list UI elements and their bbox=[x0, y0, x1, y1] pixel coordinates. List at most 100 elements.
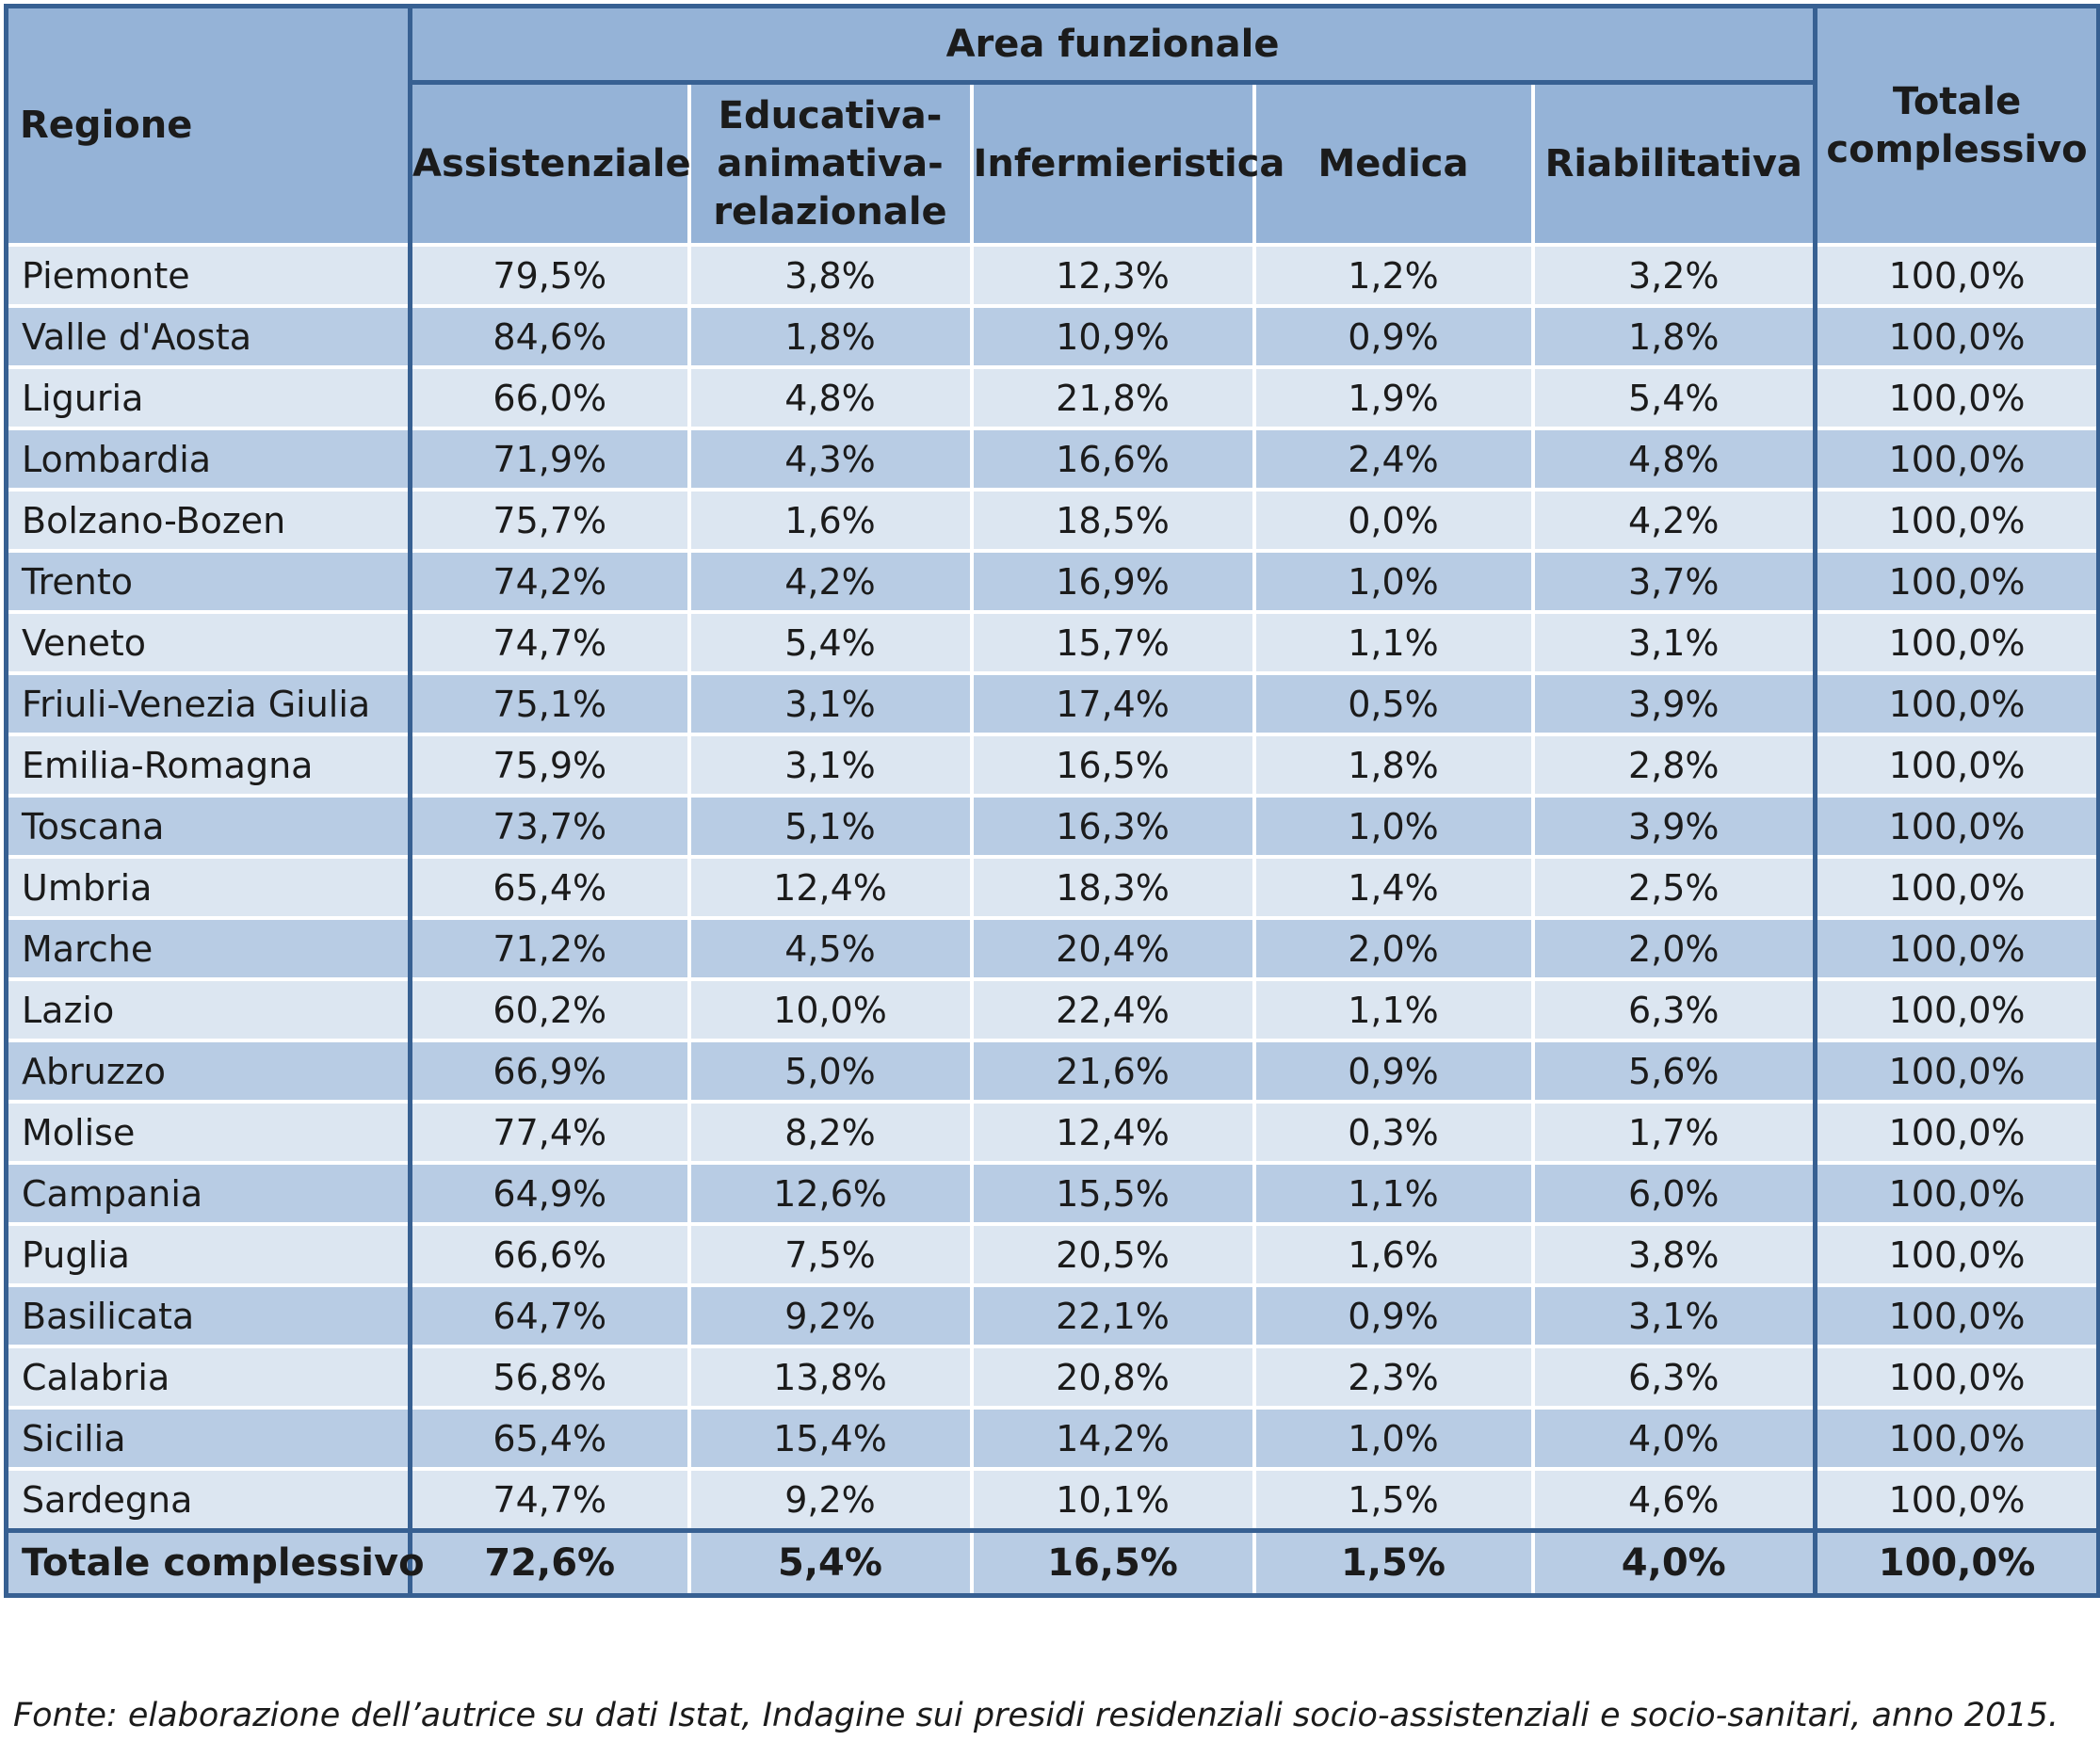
value-cell: 100,0% bbox=[1813, 549, 2100, 614]
value-cell: 5,6% bbox=[1530, 1039, 1818, 1104]
value-cell: 16,6% bbox=[969, 427, 1256, 492]
source-note: Fonte: elaborazione dell’autrice su dati… bbox=[13, 1697, 2059, 1734]
value-cell: 1,6% bbox=[687, 488, 974, 553]
value-cell: 71,2% bbox=[408, 916, 691, 981]
value-cell: 100,0% bbox=[1813, 1161, 2100, 1226]
value-cell: 4,2% bbox=[687, 549, 974, 614]
value-cell: 100,0% bbox=[1813, 671, 2100, 736]
value-cell: 3,1% bbox=[687, 733, 974, 798]
value-cell: 100,0% bbox=[1813, 733, 2100, 798]
value-cell: 3,1% bbox=[1530, 610, 1818, 675]
value-cell: 22,4% bbox=[969, 977, 1256, 1042]
total-cell: 100,0% bbox=[1813, 1528, 2100, 1598]
table-row: Lombardia 71,9% 4,3% 16,6% 2,4% 4,8% 100,0% bbox=[4, 427, 2100, 492]
value-cell: 4,5% bbox=[687, 916, 974, 981]
region-cell: Campania bbox=[4, 1161, 412, 1226]
value-cell: 10,9% bbox=[969, 304, 1256, 369]
region-cell: Sicilia bbox=[4, 1406, 412, 1471]
region-cell: Piemonte bbox=[4, 243, 412, 308]
value-cell: 2,0% bbox=[1530, 916, 1818, 981]
table-container: Regione Area funzionale Totale complessi… bbox=[4, 4, 2100, 1598]
value-cell: 18,5% bbox=[969, 488, 1256, 553]
table-row: Piemonte 79,5% 3,8% 12,3% 1,2% 3,2% 100,0% bbox=[4, 243, 2100, 308]
header-row-top: Regione Area funzionale Totale complessi… bbox=[4, 4, 2100, 247]
header-infermieristica: Infermieristica bbox=[969, 80, 1284, 247]
value-cell: 16,5% bbox=[969, 733, 1256, 798]
value-cell: 64,9% bbox=[408, 1161, 691, 1226]
value-cell: 75,7% bbox=[408, 488, 691, 553]
region-cell: Emilia-Romagna bbox=[4, 733, 412, 798]
table-row: Valle d'Aosta 84,6% 1,8% 10,9% 0,9% 1,8% 100,0… bbox=[4, 304, 2100, 369]
region-cell: Sardegna bbox=[4, 1467, 412, 1533]
value-cell: 1,2% bbox=[1252, 243, 1535, 308]
value-cell: 65,4% bbox=[408, 1406, 691, 1471]
region-cell: Puglia bbox=[4, 1222, 412, 1287]
value-cell: 8,2% bbox=[687, 1100, 974, 1165]
header-area-funzionale: Area funzionale bbox=[408, 4, 1818, 85]
value-cell: 20,8% bbox=[969, 1345, 1256, 1410]
value-cell: 1,7% bbox=[1530, 1100, 1818, 1165]
value-cell: 5,0% bbox=[687, 1039, 974, 1104]
value-cell: 100,0% bbox=[1813, 855, 2100, 920]
value-cell: 1,8% bbox=[687, 304, 974, 369]
region-cell: Basilicata bbox=[4, 1283, 412, 1348]
value-cell: 0,5% bbox=[1252, 671, 1535, 736]
value-cell: 100,0% bbox=[1813, 916, 2100, 981]
value-cell: 4,8% bbox=[687, 365, 974, 430]
value-cell: 100,0% bbox=[1813, 1283, 2100, 1348]
region-cell: Bolzano-Bozen bbox=[4, 488, 412, 553]
value-cell: 14,2% bbox=[969, 1406, 1256, 1471]
table-row: Sicilia 65,4% 15,4% 14,2% 1,0% 4,0% 100,0% bbox=[4, 1406, 2100, 1471]
value-cell: 0,3% bbox=[1252, 1100, 1535, 1165]
header-medica: Medica bbox=[1252, 80, 1535, 247]
table-row: Bolzano-Bozen 75,7% 1,6% 18,5% 0,0% 4,2% 100,0… bbox=[4, 488, 2100, 553]
table-row: Veneto 74,7% 5,4% 15,7% 1,1% 3,1% 100,0% bbox=[4, 610, 2100, 675]
header-riabilitativa: Riabilitativa bbox=[1530, 80, 1818, 247]
header-row-sub: Assistenziale Educativa- animativa- rela… bbox=[7, 80, 2099, 247]
region-cell: Lombardia bbox=[4, 427, 412, 492]
value-cell: 100,0% bbox=[1813, 243, 2100, 308]
value-cell: 84,6% bbox=[408, 304, 691, 369]
value-cell: 66,9% bbox=[408, 1039, 691, 1104]
total-cell: 5,4% bbox=[687, 1528, 974, 1598]
total-cell: 16,5% bbox=[969, 1528, 1256, 1598]
value-cell: 74,7% bbox=[408, 610, 691, 675]
value-cell: 74,7% bbox=[408, 1467, 691, 1533]
value-cell: 9,2% bbox=[687, 1283, 974, 1348]
value-cell: 15,4% bbox=[687, 1406, 974, 1471]
table-row: Toscana 73,7% 5,1% 16,3% 1,0% 3,9% 100,0% bbox=[4, 794, 2100, 859]
value-cell: 5,1% bbox=[687, 794, 974, 859]
table-row: Umbria 65,4% 12,4% 18,3% 1,4% 2,5% 100,0% bbox=[4, 855, 2100, 920]
value-cell: 100,0% bbox=[1813, 1100, 2100, 1165]
value-cell: 3,9% bbox=[1530, 794, 1818, 859]
table-row: Calabria 56,8% 13,8% 20,8% 2,3% 6,3% 100,0% bbox=[4, 1345, 2100, 1410]
value-cell: 6,0% bbox=[1530, 1161, 1818, 1226]
value-cell: 2,8% bbox=[1530, 733, 1818, 798]
table-row: Basilicata 64,7% 9,2% 22,1% 0,9% 3,1% 100,0% bbox=[4, 1283, 2100, 1348]
value-cell: 1,1% bbox=[1252, 1161, 1535, 1226]
value-cell: 100,0% bbox=[1813, 1222, 2100, 1287]
value-cell: 73,7% bbox=[408, 794, 691, 859]
total-cell: 1,5% bbox=[1252, 1528, 1535, 1598]
value-cell: 2,0% bbox=[1252, 916, 1535, 981]
value-cell: 3,8% bbox=[1530, 1222, 1818, 1287]
value-cell: 18,3% bbox=[969, 855, 1256, 920]
value-cell: 100,0% bbox=[1813, 365, 2100, 430]
value-cell: 75,9% bbox=[408, 733, 691, 798]
value-cell: 100,0% bbox=[1813, 1039, 2100, 1104]
region-cell: Molise bbox=[4, 1100, 412, 1165]
value-cell: 3,9% bbox=[1530, 671, 1818, 736]
value-cell: 7,5% bbox=[687, 1222, 974, 1287]
value-cell: 74,2% bbox=[408, 549, 691, 614]
value-cell: 15,5% bbox=[969, 1161, 1256, 1226]
header-totale-complessivo: Totale complessivo bbox=[1813, 4, 2100, 247]
table-row: Abruzzo 66,9% 5,0% 21,6% 0,9% 5,6% 100,0% bbox=[4, 1039, 2100, 1104]
value-cell: 4,3% bbox=[687, 427, 974, 492]
value-cell: 100,0% bbox=[1813, 488, 2100, 553]
value-cell: 79,5% bbox=[408, 243, 691, 308]
table-row: Molise 77,4% 8,2% 12,4% 0,3% 1,7% 100,0% bbox=[4, 1100, 2100, 1165]
value-cell: 10,1% bbox=[969, 1467, 1256, 1533]
value-cell: 21,8% bbox=[969, 365, 1256, 430]
table-row: Lazio 60,2% 10,0% 22,4% 1,1% 6,3% 100,0% bbox=[4, 977, 2100, 1042]
value-cell: 13,8% bbox=[687, 1345, 974, 1410]
